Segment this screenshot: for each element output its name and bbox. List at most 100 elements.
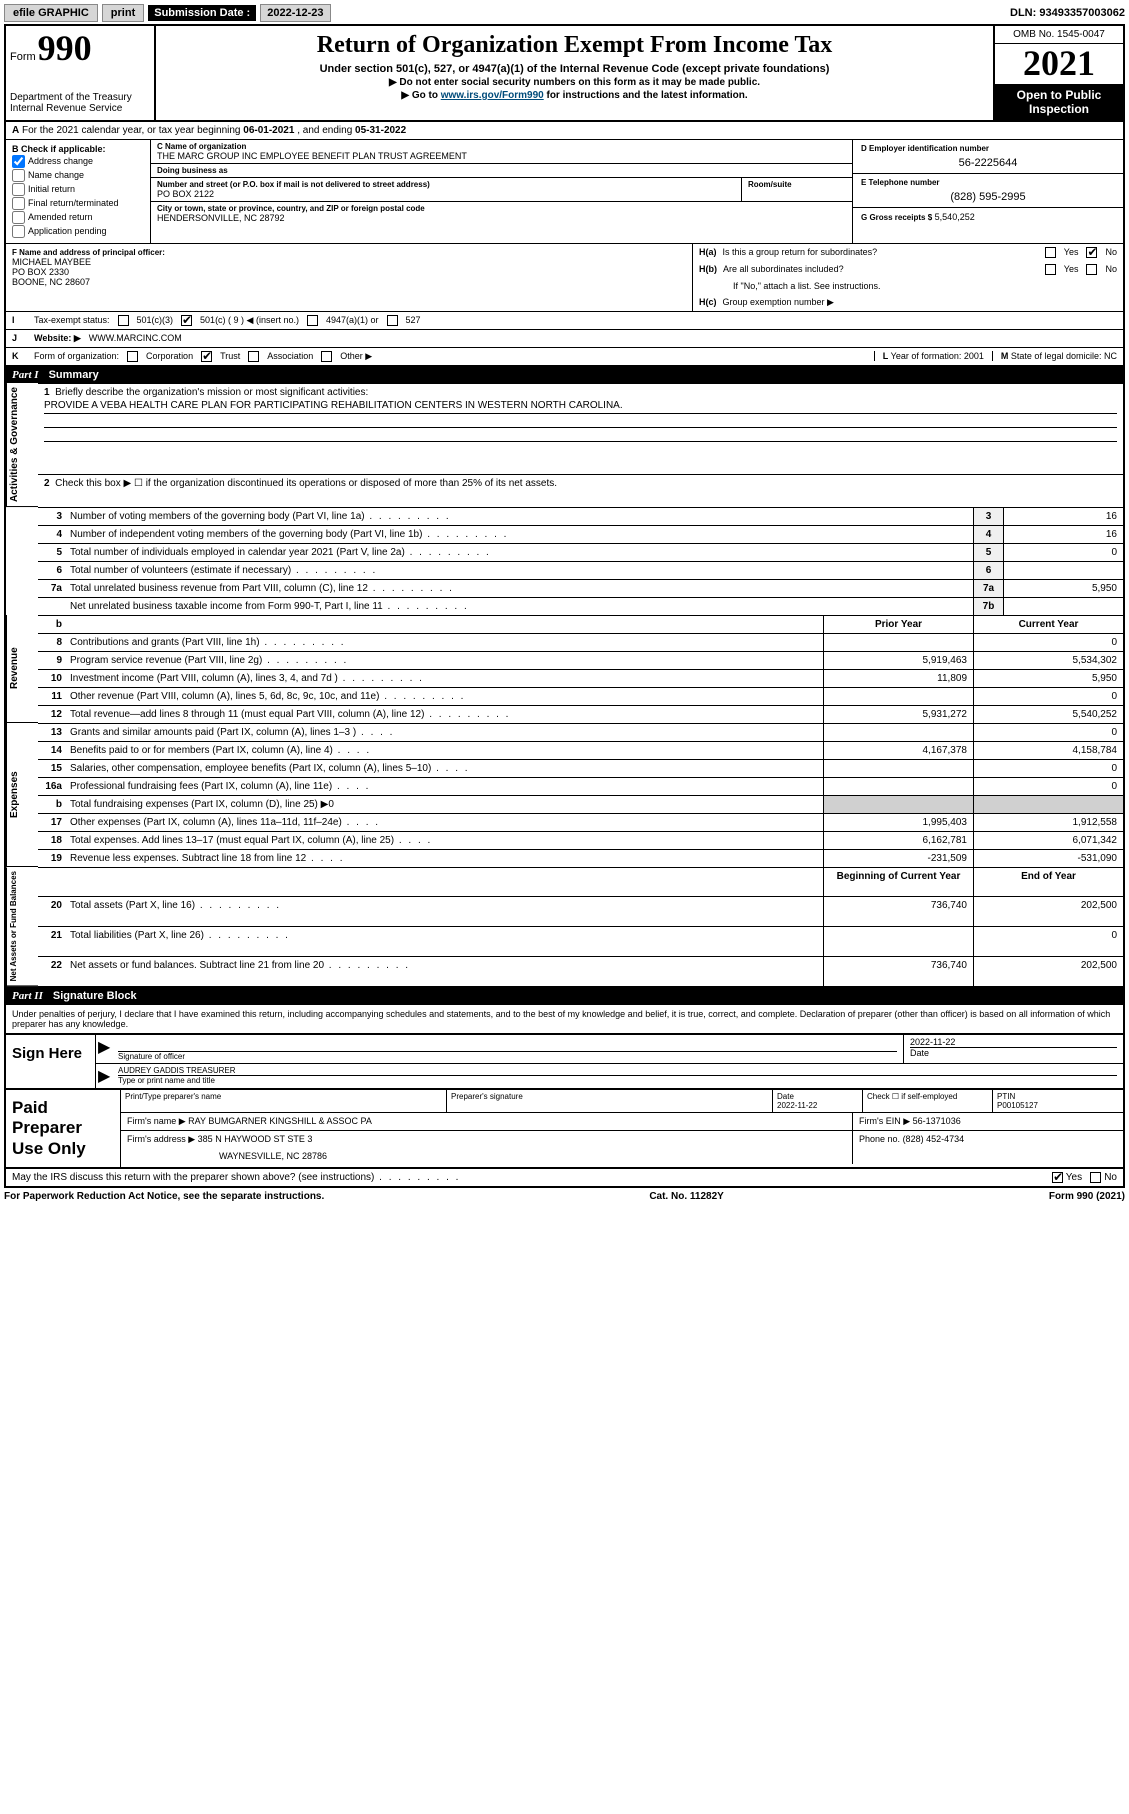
gov-vlabel: Activities & Governance <box>6 383 38 507</box>
checkb-item[interactable]: Initial return <box>12 183 144 196</box>
checkb-item[interactable]: Name change <box>12 169 144 182</box>
ha-yes-checkbox[interactable] <box>1045 247 1056 258</box>
sig-date-label: Date <box>910 1047 1117 1058</box>
line-num: 18 <box>38 831 64 849</box>
room-label: Room/suite <box>748 180 846 189</box>
na-vlabel: Net Assets or Fund Balances <box>6 867 38 986</box>
line-num: 10 <box>38 669 64 687</box>
sig-officer-label: Signature of officer <box>118 1052 185 1061</box>
rev-vlabel: Revenue <box>6 615 38 723</box>
assoc-checkbox[interactable] <box>248 351 259 362</box>
header-mid: Return of Organization Exempt From Incom… <box>156 26 993 120</box>
addr-label: Number and street (or P.O. box if mail i… <box>157 180 735 189</box>
501c-checkbox[interactable] <box>181 315 192 326</box>
discuss-row: May the IRS discuss this return with the… <box>6 1169 1123 1186</box>
line-text: Other expenses (Part IX, column (A), lin… <box>64 813 823 831</box>
line-num: 21 <box>38 926 64 956</box>
cat-no: Cat. No. 11282Y <box>649 1191 723 1202</box>
checkb-item[interactable]: Final return/terminated <box>12 197 144 210</box>
line-text: Other revenue (Part VIII, column (A), li… <box>64 687 823 705</box>
form-subtitle-2: ▶ Do not enter social security numbers o… <box>164 77 985 88</box>
city-label: City or town, state or province, country… <box>157 204 846 213</box>
prep-addr2: WAYNESVILLE, NC 28786 <box>127 1151 846 1161</box>
line-num: 19 <box>38 849 64 867</box>
footer: For Paperwork Reduction Act Notice, see … <box>4 1188 1125 1205</box>
gov-line: 4Number of independent voting members of… <box>38 525 1123 543</box>
prior-val <box>823 795 973 813</box>
discuss-question: May the IRS discuss this return with the… <box>12 1172 460 1183</box>
gov-line-full: 2 Check this box ▶ ☐ if the organization… <box>38 474 1123 507</box>
gov-line: 3Number of voting members of the governi… <box>38 507 1123 525</box>
form-body: Form 990 Department of the Treasury Inte… <box>4 24 1125 1188</box>
hb-no-checkbox[interactable] <box>1086 264 1097 275</box>
sig-name-label: Type or print name and title <box>118 1075 1117 1085</box>
irs-link[interactable]: www.irs.gov/Form990 <box>441 90 544 101</box>
header-right: OMB No. 1545-0047 2021 Open to Public In… <box>993 26 1123 120</box>
form-number: 990 <box>38 30 92 66</box>
checkb-checkbox[interactable] <box>12 169 25 182</box>
4947-checkbox[interactable] <box>307 315 318 326</box>
checkb-checkbox[interactable] <box>12 183 25 196</box>
efile-button[interactable]: efile GRAPHIC <box>4 4 98 22</box>
arrow-icon: ▶ <box>96 1035 112 1063</box>
form-subtitle-1: Under section 501(c), 527, or 4947(a)(1)… <box>164 63 985 75</box>
prep-h1: Print/Type preparer's name <box>121 1090 447 1112</box>
current-year-header: Current Year <box>973 615 1123 633</box>
checkb-checkbox[interactable] <box>12 197 25 210</box>
checkb-item[interactable]: Application pending <box>12 225 144 238</box>
line-num: 16a <box>38 777 64 795</box>
checkb-checkbox[interactable] <box>12 155 25 168</box>
501c3-checkbox[interactable] <box>118 315 129 326</box>
end-val: 202,500 <box>973 956 1123 986</box>
discuss-yes-checkbox[interactable] <box>1052 1172 1063 1183</box>
line-num: 12 <box>38 705 64 723</box>
gov-line: 6Total number of volunteers (estimate if… <box>38 561 1123 579</box>
line-num: b <box>38 795 64 813</box>
other-checkbox[interactable] <box>321 351 332 362</box>
col-header-row: Revenue b Prior Year Current Year 8Contr… <box>6 615 1123 723</box>
gov-line: 7aTotal unrelated business revenue from … <box>38 579 1123 597</box>
officer-label: F Name and address of principal officer: <box>12 248 686 257</box>
prior-val <box>823 633 973 651</box>
submission-label: Submission Date : <box>148 5 256 21</box>
prep-self-employed: Check ☐ if self-employed <box>863 1090 993 1112</box>
sign-here-block: Sign Here ▶ Signature of officer 2022-11… <box>6 1033 1123 1088</box>
checkb-checkbox[interactable] <box>12 211 25 224</box>
trust-checkbox[interactable] <box>201 351 212 362</box>
print-button[interactable]: print <box>102 4 144 22</box>
tax-exempt-row: I Tax-exempt status: 501(c)(3) 501(c) ( … <box>6 312 1123 330</box>
pra-notice: For Paperwork Reduction Act Notice, see … <box>4 1191 324 1202</box>
line-text: Total assets (Part X, line 16) <box>64 896 823 926</box>
gov-line: Net unrelated business taxable income fr… <box>38 597 1123 615</box>
hb-yes-checkbox[interactable] <box>1045 264 1056 275</box>
corp-checkbox[interactable] <box>127 351 138 362</box>
prior-val: 4,167,378 <box>823 741 973 759</box>
line-num: 17 <box>38 813 64 831</box>
officer-addr2: BOONE, NC 28607 <box>12 277 686 287</box>
principal-officer: F Name and address of principal officer:… <box>6 244 693 311</box>
addr-value: PO BOX 2122 <box>157 189 735 199</box>
prior-val <box>823 723 973 741</box>
part-2-header: Part II Signature Block <box>6 986 1123 1004</box>
line-text: Salaries, other compensation, employee b… <box>64 759 823 777</box>
prior-val <box>823 777 973 795</box>
prior-val: 5,919,463 <box>823 651 973 669</box>
submission-date: 2022-12-23 <box>260 4 330 22</box>
discuss-no-checkbox[interactable] <box>1090 1172 1101 1183</box>
mission-row: Activities & Governance 1 Briefly descri… <box>6 383 1123 615</box>
form-ref: Form 990 (2021) <box>1049 1191 1125 1202</box>
checkb-item[interactable]: Address change <box>12 155 144 168</box>
hb-note: If "No," attach a list. See instructions… <box>693 278 1123 294</box>
sig-date: 2022-11-22 <box>910 1037 1117 1047</box>
527-checkbox[interactable] <box>387 315 398 326</box>
group-return-section: H(a) Is this a group return for subordin… <box>693 244 1123 311</box>
checkb-checkbox[interactable] <box>12 225 25 238</box>
current-val: 4,158,784 <box>973 741 1123 759</box>
row-a-tax-year: A For the 2021 calendar year, or tax yea… <box>6 122 1123 140</box>
dln-value: 93493357003062 <box>1039 7 1125 19</box>
prep-firm: RAY BUMGARNER KINGSHILL & ASSOC PA <box>188 1116 372 1126</box>
ha-no-checkbox[interactable] <box>1086 247 1097 258</box>
paid-preparer-label: Paid Preparer Use Only <box>6 1090 121 1167</box>
checkb-item[interactable]: Amended return <box>12 211 144 224</box>
sign-here-label: Sign Here <box>6 1035 96 1088</box>
